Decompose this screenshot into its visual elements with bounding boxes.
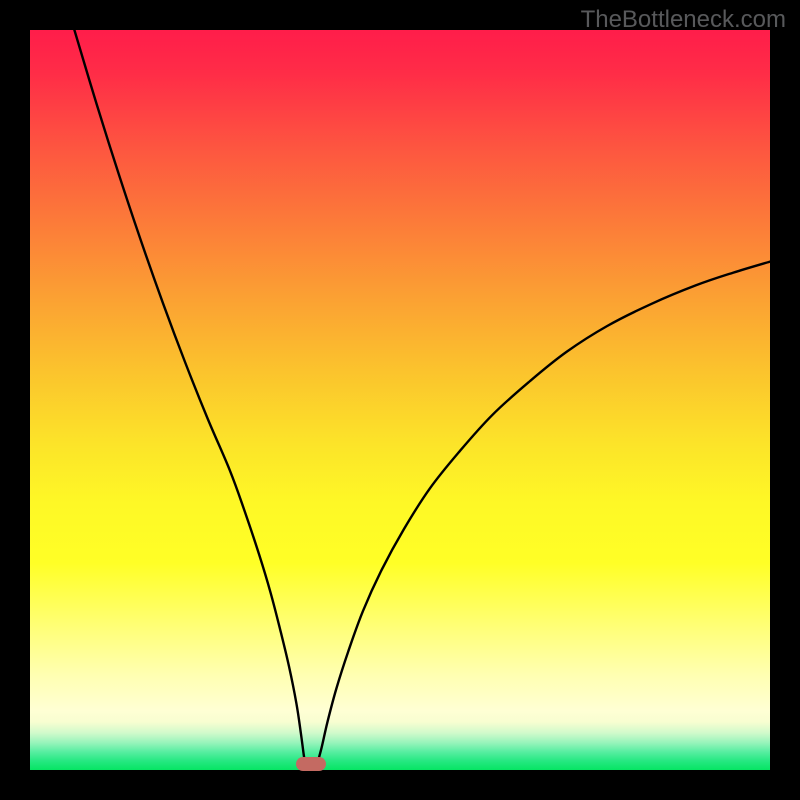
- plot-area: [30, 30, 770, 770]
- bottleneck-curve: [30, 30, 770, 770]
- curve-left-branch: [74, 30, 305, 764]
- chart-outer: TheBottleneck.com: [0, 0, 800, 800]
- curve-right-branch: [317, 262, 770, 764]
- bottleneck-marker: [296, 757, 326, 770]
